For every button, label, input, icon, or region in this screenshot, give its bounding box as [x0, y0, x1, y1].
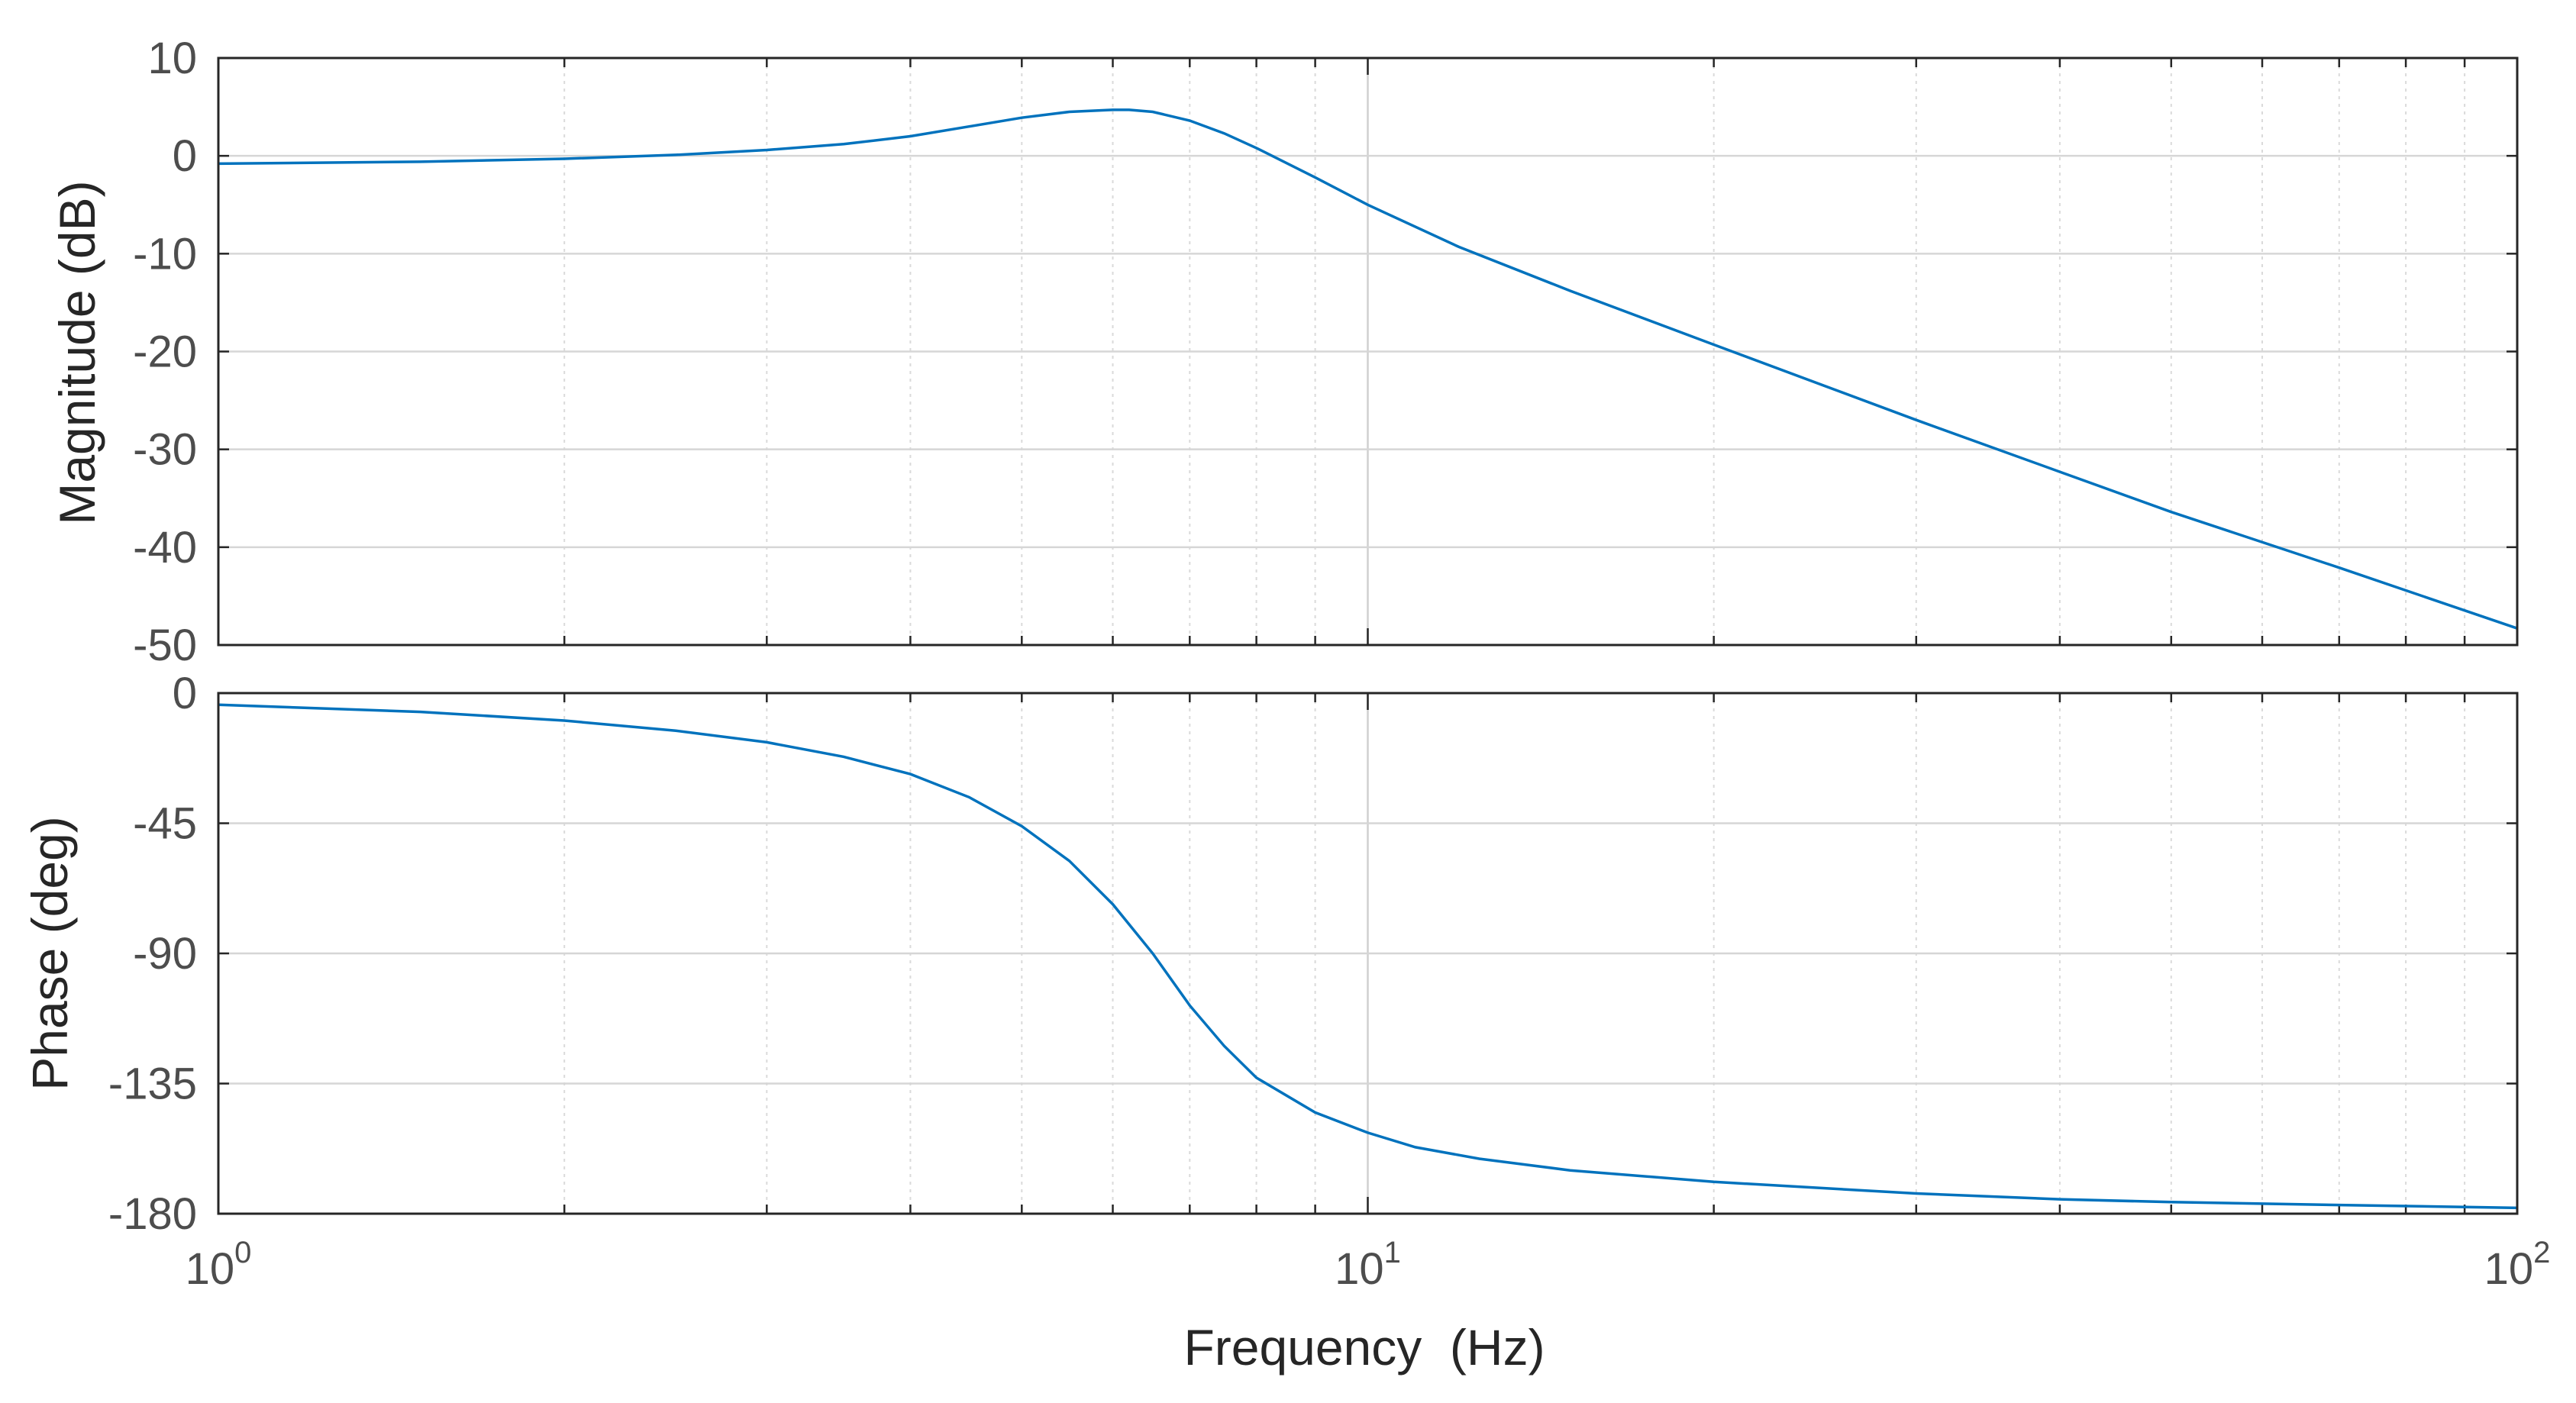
magnitude-y-tick-label: -20 [133, 327, 197, 377]
frequency-x-axis-label: Frequency (Hz) [1183, 1319, 1545, 1376]
phase-grid [217, 692, 2517, 1215]
phase-y-axis-label: Phase (deg) [21, 816, 78, 1091]
magnitude-series-line [218, 108, 2518, 630]
magnitude-y-tick-label: 10 [147, 34, 197, 83]
magnitude-y-tick-label: -50 [133, 621, 197, 670]
phase-y-tick-label: -135 [108, 1060, 197, 1109]
phase-y-tick-label: 0 [173, 669, 197, 718]
magnitude-y-tick-label: -10 [133, 229, 197, 279]
tick-exponent: 2 [2533, 1236, 2550, 1269]
phase-y-ticks: 0 -45 -90 -135 -180 [108, 669, 197, 1239]
tick-exponent: 1 [1384, 1236, 1401, 1269]
magnitude-y-tick-label: 0 [173, 131, 197, 181]
phase-axes-box [217, 692, 2519, 1215]
magnitude-y-axis-label: Magnitude (dB) [49, 180, 105, 524]
magnitude-y-tick-label: -30 [133, 425, 197, 475]
magnitude-axes-box [217, 56, 2519, 647]
magnitude-grid [217, 56, 2517, 647]
phase-y-tick-label: -45 [133, 799, 197, 849]
magnitude-y-tick-label: -40 [133, 523, 197, 572]
tick-exponent: 0 [234, 1236, 251, 1269]
phase-series-line [218, 703, 2518, 1210]
phase-y-tick-label: -180 [108, 1189, 197, 1239]
magnitude-y-ticks: 10 0 -10 -20 -30 -40 -50 [133, 34, 197, 670]
phase-y-tick-label: -90 [133, 929, 197, 979]
